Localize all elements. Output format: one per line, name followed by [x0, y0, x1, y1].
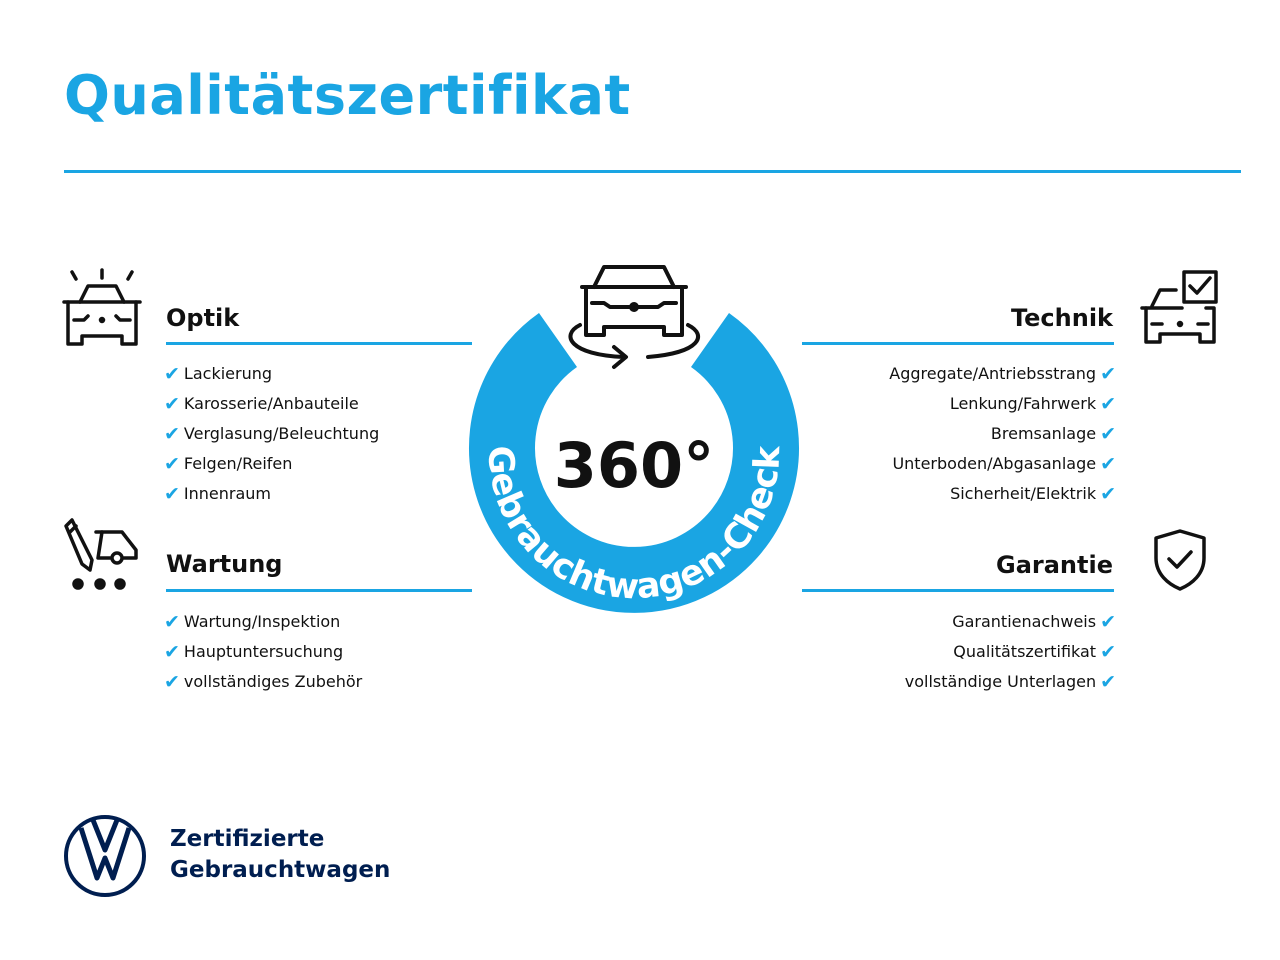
optik-list: ✔ Lackierung ✔ Karosserie/Anbauteile ✔ Verg… — [164, 359, 379, 509]
check-icon: ✔ — [1100, 611, 1116, 633]
service-car-icon — [62, 518, 142, 594]
list-item: ✔ Felgen/Reifen — [164, 449, 379, 479]
item-label: Aggregate/Antriebsstrang — [889, 364, 1097, 383]
item-label: Sicherheit/Elektrik — [950, 484, 1097, 503]
check-icon: ✔ — [164, 483, 180, 505]
list-item: ✔ Innenraum — [164, 479, 379, 509]
brand-tagline-line1: Zertifizierte — [170, 826, 325, 852]
section-divider — [802, 589, 1114, 592]
gebrauchtwagen-check-badge: Gebrauchtwagen-Check 360° — [469, 265, 799, 613]
list-item: Bremsanlage ✔ — [889, 419, 1116, 449]
item-label: Lenkung/Fahrwerk — [949, 394, 1097, 413]
list-item: Unterboden/Abgasanlage ✔ — [889, 449, 1116, 479]
list-item: ✔ Verglasung/Beleuchtung — [164, 419, 379, 449]
technik-list: Aggregate/Antriebsstrang ✔ Lenkung/Fahrwe… — [889, 359, 1116, 509]
page-title: Qualitätszertifikat — [64, 64, 631, 127]
check-icon: ✔ — [164, 671, 180, 693]
check-icon: ✔ — [1100, 671, 1116, 693]
check-icon: ✔ — [164, 393, 180, 415]
item-label: Hauptuntersuchung — [183, 642, 344, 661]
list-item: Sicherheit/Elektrik ✔ — [889, 479, 1116, 509]
title-divider — [64, 170, 1241, 173]
list-item: vollständige Unterlagen ✔ — [905, 667, 1116, 697]
section-divider — [166, 342, 472, 345]
section-divider — [802, 342, 1114, 345]
brand-tagline-line2: Gebrauchtwagen — [170, 857, 391, 883]
vw-logo — [64, 815, 146, 897]
check-icon: ✔ — [1100, 453, 1116, 475]
shield-check-icon — [1152, 528, 1208, 592]
section-heading-optik: Optik — [166, 304, 240, 332]
badge-value: 360° — [554, 429, 714, 502]
garantie-list: Garantienachweis ✔ Qualitätszertifikat ✔ v… — [905, 607, 1116, 697]
section-heading-technik: Technik — [1010, 304, 1113, 332]
check-icon: ✔ — [164, 641, 180, 663]
item-label: Bremsanlage — [990, 424, 1097, 443]
item-label: vollständige Unterlagen — [904, 672, 1097, 691]
item-label: vollständiges Zubehör — [183, 672, 363, 691]
car-rotate-icon — [568, 265, 700, 369]
section-divider — [166, 589, 472, 592]
check-icon: ✔ — [1100, 363, 1116, 385]
car-lights-icon — [62, 268, 142, 348]
item-label: Karosserie/Anbauteile — [183, 394, 359, 413]
item-label: Innenraum — [183, 484, 272, 503]
list-item: ✔ Wartung/Inspektion — [164, 607, 362, 637]
item-label: Felgen/Reifen — [183, 454, 293, 473]
list-item: Lenkung/Fahrwerk ✔ — [889, 389, 1116, 419]
section-heading-garantie: Garantie — [996, 551, 1113, 579]
wartung-list: ✔ Wartung/Inspektion ✔ Hauptuntersuchung ✔… — [164, 607, 362, 697]
check-icon: ✔ — [1100, 393, 1116, 415]
item-label: Verglasung/Beleuchtung — [183, 424, 380, 443]
brand-tagline: Zertifizierte Gebrauchtwagen — [170, 824, 390, 886]
list-item: ✔ vollständiges Zubehör — [164, 667, 362, 697]
check-icon: ✔ — [164, 363, 180, 385]
list-item: Qualitätszertifikat ✔ — [905, 637, 1116, 667]
check-icon: ✔ — [1100, 423, 1116, 445]
list-item: Aggregate/Antriebsstrang ✔ — [889, 359, 1116, 389]
item-label: Lackierung — [183, 364, 273, 383]
check-icon: ✔ — [164, 611, 180, 633]
list-item: ✔ Lackierung — [164, 359, 379, 389]
item-label: Garantienachweis — [952, 612, 1097, 631]
item-label: Wartung/Inspektion — [183, 612, 341, 631]
check-icon: ✔ — [164, 423, 180, 445]
list-item: ✔ Hauptuntersuchung — [164, 637, 362, 667]
item-label: Unterboden/Abgasanlage — [892, 454, 1097, 473]
list-item: ✔ Karosserie/Anbauteile — [164, 389, 379, 419]
car-checklist-icon — [1140, 268, 1220, 348]
check-icon: ✔ — [1100, 641, 1116, 663]
item-label: Qualitätszertifikat — [953, 642, 1097, 661]
check-icon: ✔ — [1100, 483, 1116, 505]
badge-ring — [469, 313, 799, 613]
list-item: Garantienachweis ✔ — [905, 607, 1116, 637]
check-icon: ✔ — [164, 453, 180, 475]
section-heading-wartung: Wartung — [166, 550, 283, 578]
